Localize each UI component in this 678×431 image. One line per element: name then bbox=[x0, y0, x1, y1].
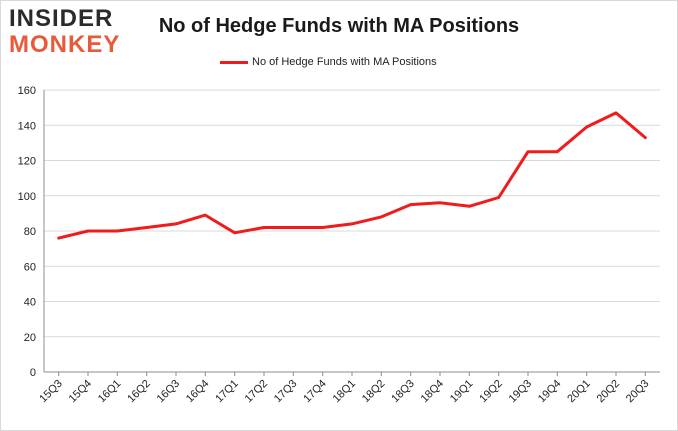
chart-title: No of Hedge Funds with MA Positions bbox=[158, 15, 520, 37]
y-tick-label: 100 bbox=[18, 191, 36, 203]
x-tick-label: 18Q1 bbox=[331, 378, 359, 406]
x-tick-label: 15Q3 bbox=[37, 378, 65, 406]
y-tick-label: 20 bbox=[24, 332, 36, 344]
x-tick-label: 17Q4 bbox=[301, 378, 329, 406]
x-tick-label: 16Q4 bbox=[184, 378, 212, 406]
y-tick-label: 140 bbox=[18, 120, 36, 132]
x-tick-label: 18Q3 bbox=[389, 378, 417, 406]
x-tick-label: 15Q4 bbox=[67, 378, 95, 406]
x-tick-label: 17Q1 bbox=[213, 378, 241, 406]
series-line bbox=[57, 111, 647, 240]
x-tick-label: 19Q3 bbox=[507, 378, 535, 406]
x-tick-label: 17Q2 bbox=[243, 378, 271, 406]
x-tick-label: 16Q2 bbox=[125, 378, 153, 406]
x-tick-label: 17Q3 bbox=[272, 378, 300, 406]
logo-line-1: INSIDER bbox=[9, 5, 114, 32]
insider-monkey-logo: INSIDER MONKEY bbox=[9, 7, 120, 57]
y-tick-label: 80 bbox=[24, 226, 36, 238]
x-tick-label: 20Q1 bbox=[565, 378, 593, 406]
y-tick-label: 60 bbox=[24, 261, 36, 273]
x-tick-label: 18Q2 bbox=[360, 378, 388, 406]
legend-label: No of Hedge Funds with MA Positions bbox=[252, 56, 437, 68]
y-tick-label: 120 bbox=[18, 156, 36, 168]
x-tick-label: 19Q1 bbox=[448, 378, 476, 406]
x-tick-label: 16Q1 bbox=[96, 378, 124, 406]
chart-legend: No of Hedge Funds with MA Positions bbox=[220, 56, 437, 68]
x-tick-label: 18Q4 bbox=[419, 378, 447, 406]
x-tick-label: 16Q3 bbox=[155, 378, 183, 406]
x-tick-label: 20Q3 bbox=[624, 378, 652, 406]
y-tick-label: 40 bbox=[24, 297, 36, 309]
y-tick-label: 0 bbox=[30, 367, 36, 379]
x-tick-label: 20Q2 bbox=[595, 378, 623, 406]
y-tick-label: 160 bbox=[18, 85, 36, 97]
x-tick-label: 19Q2 bbox=[477, 378, 505, 406]
x-tick-label: 19Q4 bbox=[536, 378, 564, 406]
logo-line-2: MONKEY bbox=[9, 31, 121, 58]
legend-swatch bbox=[220, 60, 248, 64]
